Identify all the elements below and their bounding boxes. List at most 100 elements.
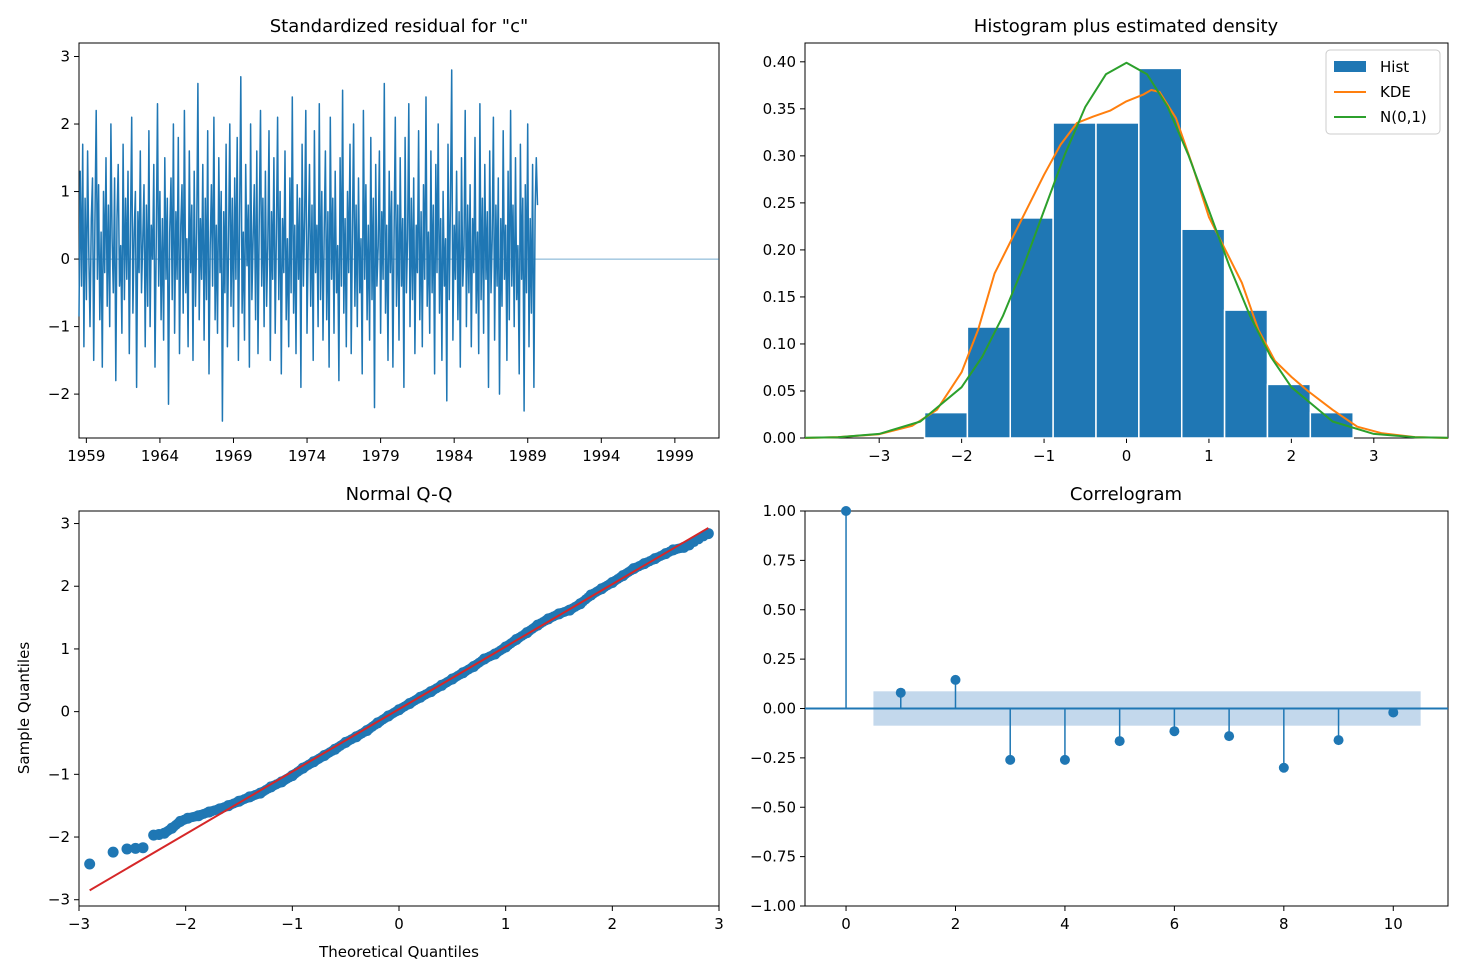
y-tick-label: −0.50 xyxy=(750,798,796,816)
y-tick-label: 0.15 xyxy=(763,288,796,306)
histogram-bar xyxy=(1223,309,1269,439)
qq-reference-line xyxy=(89,527,709,892)
qq-panel: Normal Q-Q Theoretical Quantiles Sample … xyxy=(15,484,724,961)
qq-point xyxy=(137,842,149,854)
qq-point xyxy=(84,858,96,870)
legend-hist-label: Hist xyxy=(1380,58,1409,76)
legend-hist-swatch xyxy=(1334,61,1366,72)
x-tick-label: −2 xyxy=(175,915,197,933)
y-tick-label: 2 xyxy=(60,115,70,133)
y-tick-label: 0.05 xyxy=(763,382,796,400)
y-tick-label: −1.00 xyxy=(750,897,796,915)
x-tick-label: 0 xyxy=(394,915,404,933)
x-tick-label: 2 xyxy=(608,915,618,933)
x-tick-label: 1999 xyxy=(656,447,694,465)
y-tick-label: 0 xyxy=(60,703,70,721)
legend-kde-label: KDE xyxy=(1380,83,1411,101)
acf-marker xyxy=(1278,762,1289,773)
qq-point xyxy=(265,781,277,793)
histogram-bar xyxy=(1266,383,1312,439)
qq-point xyxy=(542,613,554,625)
x-tick-label: 1964 xyxy=(141,447,179,465)
y-tick-label: 0.10 xyxy=(763,335,796,353)
x-tick-label: 6 xyxy=(1170,915,1180,933)
histogram-bar xyxy=(1095,122,1140,439)
x-tick-label: 10 xyxy=(1384,915,1403,933)
residual-panel: Standardized residual for "c" 1959 1964 19… xyxy=(48,16,720,465)
qq-point xyxy=(107,846,119,858)
x-tick-label: 1984 xyxy=(435,447,473,465)
residual-series-line xyxy=(78,69,539,422)
qq-point xyxy=(297,762,309,774)
x-tick-label: −1 xyxy=(1033,447,1055,465)
kde-line xyxy=(804,89,1449,439)
qq-point xyxy=(121,843,133,855)
y-tick-label: 0.25 xyxy=(763,194,796,212)
y-tick-label: 0.30 xyxy=(763,147,796,165)
qq-point xyxy=(329,743,341,755)
y-tick-label: −2 xyxy=(48,385,70,403)
y-tick-label: −0.75 xyxy=(750,848,796,866)
y-tick-label: 0.00 xyxy=(763,429,796,447)
qq-ylabel: Sample Quantiles xyxy=(15,642,33,774)
y-tick-label: 0.40 xyxy=(763,53,796,71)
x-tick-label: 1959 xyxy=(67,447,105,465)
qq-point xyxy=(628,563,640,575)
x-tick-label: 1974 xyxy=(288,447,326,465)
histogram-bar xyxy=(923,411,969,439)
x-tick-label: −3 xyxy=(68,915,90,933)
y-tick-label: 0.00 xyxy=(763,700,796,718)
qq-point xyxy=(361,724,373,736)
x-tick-label: 1 xyxy=(501,915,511,933)
x-tick-label: 3 xyxy=(1369,447,1379,465)
qq-point xyxy=(166,822,178,834)
histogram-bar xyxy=(966,326,1012,439)
y-tick-label: −3 xyxy=(48,891,70,909)
y-tick-label: 3 xyxy=(60,515,70,533)
x-tick-label: 4 xyxy=(1060,915,1070,933)
histogram-bar xyxy=(1009,217,1054,439)
y-tick-label: 1.00 xyxy=(763,502,796,520)
y-tick-label: −1 xyxy=(48,765,70,783)
y-tick-label: 3 xyxy=(60,48,70,66)
histogram-bar xyxy=(1052,122,1097,439)
histogram-bar xyxy=(1180,228,1226,439)
y-tick-label: 0.75 xyxy=(763,551,796,569)
qq-point xyxy=(254,787,266,799)
histogram-legend: Hist KDE N(0,1) xyxy=(1325,49,1441,135)
qq-title: Normal Q-Q xyxy=(346,484,453,505)
legend-normal-label: N(0,1) xyxy=(1380,108,1427,126)
x-tick-label: −2 xyxy=(951,447,973,465)
acf-marker xyxy=(1114,736,1125,747)
histogram-panel: Histogram plus estimated density −3 −2 −1 0… xyxy=(763,16,1449,465)
x-tick-label: 1994 xyxy=(582,447,620,465)
x-tick-label: −1 xyxy=(281,915,303,933)
histogram-title: Histogram plus estimated density xyxy=(974,16,1279,37)
qq-point xyxy=(683,539,695,551)
qq-point xyxy=(203,806,215,818)
acf-marker xyxy=(950,674,961,685)
acf-marker xyxy=(1333,735,1344,746)
y-tick-label: 2 xyxy=(60,577,70,595)
x-tick-label: 8 xyxy=(1279,915,1289,933)
y-tick-label: 1 xyxy=(60,640,70,658)
y-tick-label: 1 xyxy=(60,183,70,201)
y-tick-label: 0.20 xyxy=(763,241,796,259)
qq-point xyxy=(182,812,194,824)
x-tick-label: 3 xyxy=(714,915,724,933)
qq-point xyxy=(702,528,714,540)
normal-density-line xyxy=(804,61,1449,439)
y-tick-label: 0.25 xyxy=(763,650,796,668)
qq-point xyxy=(308,756,320,768)
x-tick-label: 2 xyxy=(1287,447,1297,465)
acf-marker xyxy=(1059,754,1070,765)
acf-marker xyxy=(841,506,852,516)
qq-point xyxy=(350,731,362,743)
y-tick-label: 0.50 xyxy=(763,601,796,619)
acf-marker xyxy=(1388,707,1399,718)
y-tick-label: −1 xyxy=(48,318,70,336)
x-tick-label: 1 xyxy=(1204,447,1214,465)
x-tick-label: 1979 xyxy=(362,447,400,465)
x-tick-label: 2 xyxy=(951,915,961,933)
x-tick-label: 0 xyxy=(1122,447,1132,465)
